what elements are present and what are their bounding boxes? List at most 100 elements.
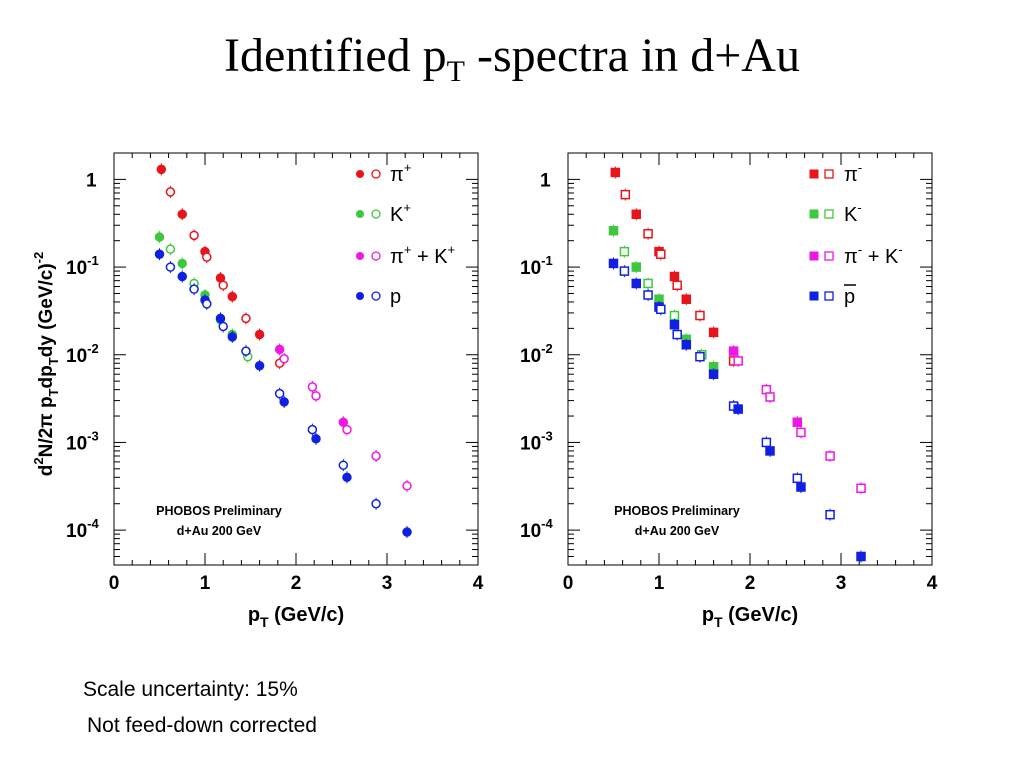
scale-uncertainty-note: Scale uncertainty: 15% — [83, 678, 298, 701]
y-tick-exponent: -1 — [87, 253, 99, 268]
data-point — [856, 483, 866, 494]
data-point — [279, 397, 289, 407]
legend-marker-filled — [809, 291, 819, 301]
legend-label: π- + K- — [844, 242, 903, 268]
legend-marker-open — [824, 291, 834, 301]
legend-label: p — [844, 286, 855, 308]
y-tick-exponent: -2 — [87, 341, 99, 356]
data-point — [761, 437, 772, 448]
y-tick-label: 10-1 — [66, 253, 99, 279]
x-tick-label: 1 — [654, 573, 665, 594]
y-tick-base: 10 — [520, 346, 541, 367]
y-tick-exponent: -2 — [541, 341, 553, 356]
data-point — [765, 446, 775, 456]
data-point — [695, 351, 705, 362]
y-tick-label: 10-4 — [520, 516, 553, 542]
data-point — [620, 189, 631, 200]
annotation-system: d+Au 200 GeV — [177, 524, 262, 538]
data-point — [189, 284, 199, 294]
data-point — [307, 382, 318, 392]
data-point — [177, 271, 187, 282]
data-point — [825, 509, 835, 520]
series-blue — [608, 257, 866, 563]
data-point — [202, 252, 212, 262]
data-point — [856, 551, 866, 562]
y-tick-label: 10-3 — [520, 428, 553, 454]
x-tick-label: 3 — [836, 573, 847, 594]
data-point — [274, 344, 285, 355]
legend-marker-filled — [809, 251, 819, 261]
legend-entry-red: π- — [809, 160, 862, 186]
legend-marker-open — [371, 291, 381, 301]
legend-label: π+ + K+ — [390, 242, 455, 268]
series-blue — [154, 248, 412, 539]
legend-marker-filled — [809, 209, 819, 219]
data-point — [631, 209, 641, 220]
data-point — [342, 424, 352, 435]
data-point — [608, 258, 619, 269]
data-point — [227, 291, 238, 302]
data-point — [311, 391, 321, 401]
y-tick-base: 1 — [540, 170, 551, 191]
y-tick-label: 10-1 — [520, 253, 553, 279]
x-tick-label: 2 — [291, 573, 302, 594]
y-tick-label: 1 — [86, 170, 97, 191]
legend-marker-filled — [809, 169, 819, 179]
data-point — [154, 232, 165, 242]
data-point — [254, 360, 265, 371]
data-point — [202, 299, 212, 309]
data-point — [733, 356, 743, 366]
data-point — [796, 482, 806, 492]
legend-marker-open — [371, 251, 381, 261]
legend-marker-filled — [356, 210, 364, 218]
data-point — [681, 294, 692, 304]
data-point — [402, 527, 412, 537]
data-point — [669, 319, 680, 330]
legend-label: K+ — [390, 200, 411, 226]
data-point — [215, 313, 226, 324]
data-point — [733, 404, 743, 414]
data-point — [218, 280, 228, 291]
y-tick-base: 10 — [520, 521, 541, 542]
data-point — [631, 278, 641, 289]
legend-entry-green: K- — [809, 200, 862, 226]
data-point — [708, 327, 719, 338]
y-tick-exponent: -4 — [541, 516, 553, 531]
legend-entry-blue: p — [356, 286, 401, 308]
x-tick-label: 2 — [745, 573, 756, 594]
data-point — [154, 249, 165, 260]
x-tick-label: 0 — [563, 573, 574, 594]
title-subscript: T — [446, 55, 465, 88]
data-point — [643, 228, 653, 239]
series-red — [156, 163, 285, 370]
y-tick-label: 1 — [540, 170, 551, 191]
y-tick-label: 10-3 — [66, 428, 99, 454]
legend-marker-open — [824, 251, 834, 261]
slide-title: Identified pT -spectra in d+Au — [0, 28, 1024, 89]
data-point — [342, 472, 352, 483]
legend-label: π- — [844, 160, 862, 186]
y-tick-base: 10 — [66, 521, 87, 542]
data-point — [765, 392, 775, 402]
data-point — [643, 290, 653, 300]
y-tick-base: 10 — [520, 258, 541, 279]
data-point — [656, 304, 666, 315]
data-point — [672, 329, 682, 340]
data-point — [728, 346, 739, 356]
series-magenta — [274, 343, 412, 492]
y-tick-base: 10 — [66, 346, 87, 367]
legend-marker-filled — [356, 252, 364, 260]
legend-marker-filled — [356, 292, 364, 300]
legend-entry-green: K+ — [356, 200, 411, 226]
data-point — [218, 321, 228, 332]
data-point — [402, 481, 412, 491]
data-point — [177, 209, 187, 220]
legend-label: π+ — [390, 160, 411, 186]
data-point — [669, 310, 680, 321]
data-point — [254, 329, 265, 340]
data-point — [619, 266, 630, 276]
annotation-experiment: PHOBOS Preliminary — [614, 504, 740, 518]
data-point — [177, 258, 187, 269]
